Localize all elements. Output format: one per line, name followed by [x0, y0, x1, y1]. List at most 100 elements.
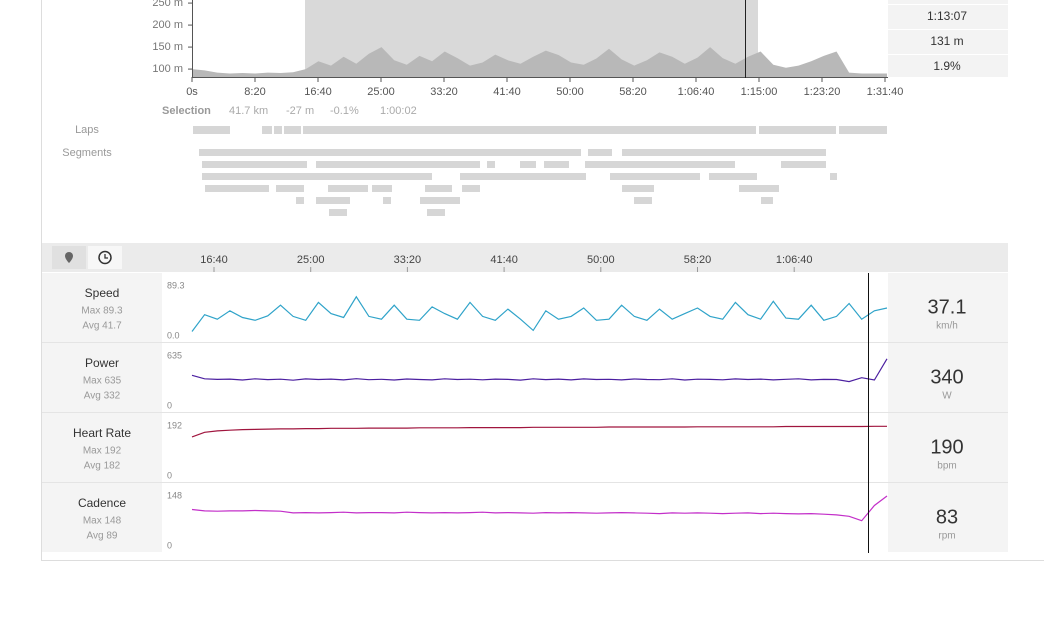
lap[interactable] [759, 126, 836, 134]
selection-label: Selection [162, 105, 211, 117]
y-tick-label: 0.0 [167, 330, 180, 340]
stream-line [191, 495, 888, 522]
segment[interactable] [460, 173, 586, 180]
x-tick-label: 16:40 [304, 86, 332, 98]
segment[interactable] [610, 173, 700, 180]
lap[interactable] [303, 126, 756, 134]
stream-value-panel [888, 413, 1008, 482]
stream-name: Heart Rate [73, 426, 131, 440]
segment[interactable] [420, 197, 460, 204]
segment[interactable] [316, 161, 480, 168]
y-tick-label: 100 m [152, 63, 183, 75]
x-tick-label: 8:20 [244, 86, 265, 98]
stream-value-panel [888, 483, 1008, 552]
stream-current: 190 [930, 436, 963, 458]
segment[interactable] [328, 185, 368, 192]
stats-panel [888, 0, 1008, 77]
lap[interactable] [839, 126, 887, 134]
stream-max: Max 89.3 [81, 306, 123, 317]
stream-current: 37.1 [928, 296, 967, 318]
segment[interactable] [202, 173, 432, 180]
segment[interactable] [830, 173, 837, 180]
x-tick-label: 1:15:00 [741, 86, 778, 98]
selection-stat: -27 m [286, 105, 314, 117]
laps[interactable] [193, 126, 887, 134]
stream-name: Cadence [78, 496, 126, 510]
x-tick-label: 1:06:40 [678, 86, 715, 98]
stream-value-panel [888, 273, 1008, 342]
segment[interactable] [622, 149, 826, 156]
elevation-chart [192, 47, 887, 77]
y-tick-label: 148 [167, 490, 182, 500]
selection-stat: -0.1% [330, 105, 359, 117]
lap[interactable] [193, 126, 230, 134]
x-tick-label: 58:20 [619, 86, 647, 98]
y-tick-label: 0 [167, 470, 172, 480]
segment[interactable] [585, 161, 735, 168]
x-tick-label: 1:31:40 [867, 86, 904, 98]
segment[interactable] [634, 197, 652, 204]
y-tick-label: 0 [167, 400, 172, 410]
selection-stat: 1:00:02 [380, 105, 417, 117]
segment[interactable] [316, 197, 350, 204]
stream-max: Max 148 [83, 516, 122, 527]
segment[interactable] [427, 209, 445, 216]
y-tick-label: 250 m [152, 0, 183, 9]
x-tick-label: 50:00 [556, 86, 584, 98]
segment[interactable] [276, 185, 304, 192]
segment[interactable] [739, 185, 779, 192]
stream-value-panel [888, 343, 1008, 412]
x-tick-label: 33:20 [430, 86, 458, 98]
timeline-label: 50:00 [587, 254, 615, 266]
stream-unit: bpm [937, 461, 956, 472]
segment[interactable] [622, 185, 654, 192]
segment[interactable] [205, 185, 269, 192]
segment[interactable] [544, 161, 569, 168]
lap[interactable] [284, 126, 301, 134]
segment[interactable] [487, 161, 495, 168]
stream-line [191, 295, 888, 332]
stream-current: 340 [930, 366, 963, 388]
segment[interactable] [296, 197, 304, 204]
lap[interactable] [274, 126, 282, 134]
x-tick-label: 1:23:20 [804, 86, 841, 98]
segment[interactable] [462, 185, 480, 192]
selection-stat: 41.7 km [229, 105, 268, 117]
stream-max: Max 192 [83, 446, 122, 457]
stream-avg: Avg 182 [84, 461, 121, 472]
stream-line [191, 358, 888, 383]
segments[interactable] [199, 149, 837, 216]
y-tick-label: 150 m [152, 41, 183, 53]
stream-current: 83 [936, 506, 958, 528]
segment[interactable] [520, 161, 536, 168]
segment[interactable] [202, 161, 307, 168]
stream-unit: W [942, 391, 952, 402]
segment[interactable] [372, 185, 392, 192]
y-tick-label: 192 [167, 420, 182, 430]
elevation-area [192, 47, 887, 77]
stream-avg: Avg 89 [87, 531, 118, 542]
y-tick-label: 635 [167, 350, 182, 360]
stat: 1.9% [933, 59, 961, 73]
segment[interactable] [781, 161, 826, 168]
segment[interactable] [199, 149, 581, 156]
timeline-label: 41:40 [490, 254, 518, 266]
stream-avg: Avg 332 [84, 391, 121, 402]
clock-icon [98, 250, 112, 265]
stream-name: Power [85, 356, 119, 370]
segment[interactable] [709, 173, 757, 180]
timeline-label: 1:06:40 [776, 254, 813, 266]
streams: Speed Max 89.3 Avg 41.7 37.1 km/h 0.0 89.3 Powe… [42, 273, 1008, 552]
segment[interactable] [329, 209, 347, 216]
segment[interactable] [383, 197, 391, 204]
lap[interactable] [262, 126, 272, 134]
segment[interactable] [425, 185, 452, 192]
stream-label-panel [42, 413, 162, 482]
y-tick-label: 200 m [152, 19, 183, 31]
stat: 131 m [930, 34, 963, 48]
segment[interactable] [588, 149, 612, 156]
segment[interactable] [761, 197, 773, 204]
stream-max: Max 635 [83, 376, 122, 387]
clock-hands [104, 254, 108, 259]
